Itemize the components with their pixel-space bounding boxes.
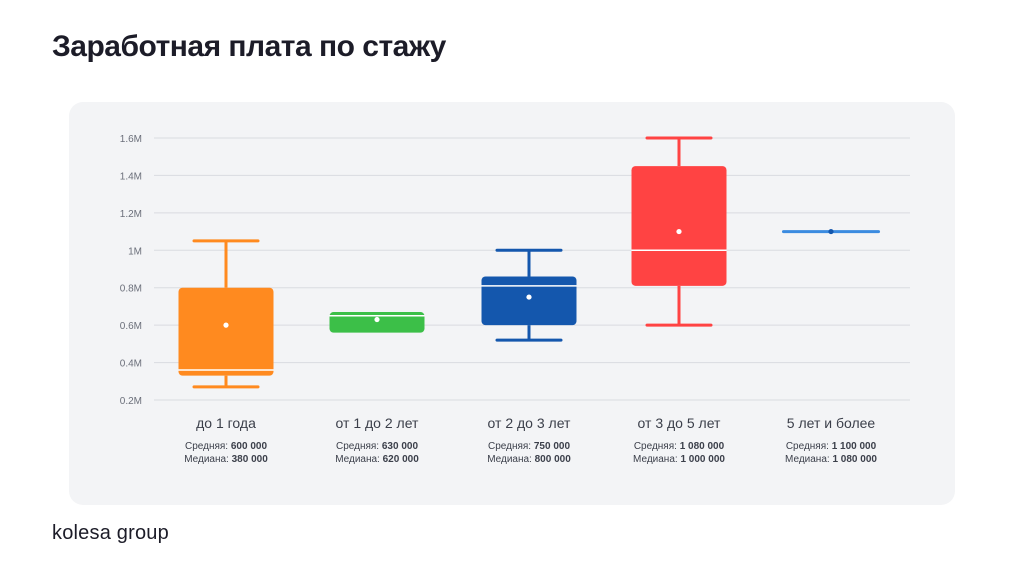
page-title: Заработная плата по стажу <box>52 30 446 63</box>
y-tick-label: 1.4M <box>120 171 142 182</box>
y-tick-label: 0.8M <box>120 284 142 295</box>
median-stat: Медиана: 800 000 <box>487 454 571 465</box>
mean-point <box>223 322 229 328</box>
median-stat: Медиана: 1 080 000 <box>785 454 877 465</box>
y-tick-label: 0.4M <box>120 359 142 370</box>
category-label: от 1 до 2 лет <box>336 415 419 431</box>
category-label: до 1 года <box>196 415 256 431</box>
y-tick-label: 1.6M <box>120 134 142 145</box>
brand-logo: kolesa group <box>52 522 169 544</box>
mean-stat: Средняя: 1 100 000 <box>786 441 877 452</box>
mean-stat: Средняя: 1 080 000 <box>634 441 725 452</box>
category-label: 5 лет и более <box>787 415 876 431</box>
mean-stat: Средняя: 600 000 <box>185 441 267 452</box>
mean-point <box>526 294 532 300</box>
chart-panel: 0.2M 0.4M 0.6M 0.8M 1M 1.2M 1.4M 1.6M до 1 года С… <box>69 102 955 505</box>
category-label: от 3 до 5 лет <box>638 415 721 431</box>
box-body <box>631 166 727 286</box>
y-tick-label: 1M <box>128 246 142 257</box>
mean-stat: Средняя: 750 000 <box>488 441 570 452</box>
mean-point <box>828 228 834 235</box>
boxplot-chart: 0.2M 0.4M 0.6M 0.8M 1M 1.2M 1.4M 1.6M до 1 года С… <box>120 134 910 465</box>
mean-point <box>374 316 380 323</box>
box-body <box>178 287 274 376</box>
box-body <box>481 276 577 326</box>
y-tick-label: 1.2M <box>120 209 142 220</box>
median-stat: Медиана: 380 000 <box>184 454 268 465</box>
median-stat: Медиана: 1 000 000 <box>633 454 725 465</box>
box-body <box>329 312 425 333</box>
median-stat: Медиана: 620 000 <box>335 454 419 465</box>
y-tick-label: 0.2M <box>120 396 142 407</box>
mean-point <box>676 228 682 235</box>
y-tick-label: 0.6M <box>120 321 142 332</box>
mean-stat: Средняя: 630 000 <box>336 441 418 452</box>
category-label: от 2 до 3 лет <box>488 415 571 431</box>
